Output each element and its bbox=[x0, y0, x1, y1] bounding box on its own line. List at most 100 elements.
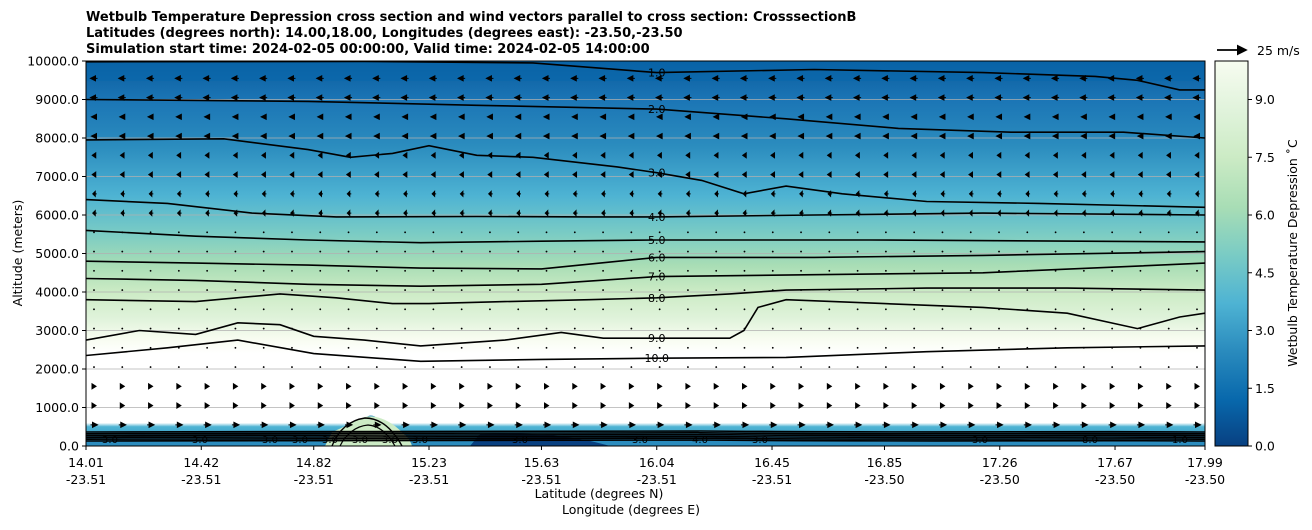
wind-vector bbox=[826, 382, 833, 390]
wind-vector bbox=[1082, 250, 1085, 253]
wind-vector bbox=[92, 209, 97, 217]
wind-vector bbox=[457, 94, 466, 101]
contour-label-1: 1.0 bbox=[648, 67, 666, 80]
wind-vector bbox=[145, 94, 155, 101]
wind-vector bbox=[430, 382, 437, 390]
wind-vector bbox=[883, 190, 889, 198]
x-axis-label-latitude: Latitude (degrees N) bbox=[535, 486, 664, 501]
wind-vector bbox=[941, 269, 944, 272]
wind-vector bbox=[147, 151, 153, 159]
wind-vector bbox=[1166, 171, 1171, 179]
wind-vector bbox=[1137, 402, 1144, 409]
y-tick-label: 10000.0 bbox=[27, 54, 79, 69]
wind-vector bbox=[149, 269, 152, 272]
title-line-2: Latitudes (degrees north): 14.00,18.00, … bbox=[86, 26, 683, 41]
wind-vector bbox=[346, 209, 352, 217]
wind-vector bbox=[628, 382, 635, 390]
wind-vector bbox=[572, 209, 578, 217]
surface-contour-line bbox=[86, 437, 1205, 440]
wind-vector bbox=[147, 421, 156, 429]
wind-vector bbox=[968, 171, 973, 179]
wind-vector bbox=[206, 327, 209, 330]
wind-vector bbox=[432, 366, 435, 368]
wind-vector bbox=[545, 231, 548, 234]
wind-vector bbox=[375, 289, 378, 291]
wind-vector bbox=[205, 209, 210, 217]
wind-vector bbox=[517, 327, 520, 330]
wind-vector bbox=[1023, 132, 1031, 140]
colorbar-tick-label: 3.0 bbox=[1255, 323, 1275, 338]
wind-vector bbox=[658, 327, 661, 330]
wind-vector bbox=[543, 151, 549, 159]
wind-vector bbox=[796, 75, 805, 82]
wind-vector bbox=[655, 75, 664, 82]
wind-vector bbox=[234, 269, 237, 272]
wind-vector bbox=[630, 289, 633, 291]
wind-vector bbox=[404, 250, 407, 253]
contour-line-2 bbox=[86, 98, 1205, 139]
wind-vector bbox=[458, 113, 465, 121]
wind-vector bbox=[119, 151, 125, 159]
wind-vector bbox=[741, 151, 747, 159]
wind-vector bbox=[740, 421, 750, 429]
wind-vector bbox=[206, 269, 209, 272]
wind-vector bbox=[148, 382, 154, 390]
contour-line-3 bbox=[86, 137, 1205, 209]
wind-vector bbox=[1082, 366, 1085, 368]
wind-vector bbox=[149, 289, 152, 291]
wind-vector bbox=[715, 346, 718, 349]
wind-vector bbox=[996, 402, 1002, 409]
contour-label-10: 10.0 bbox=[644, 352, 669, 365]
wind-vector bbox=[909, 94, 918, 101]
wind-vector bbox=[573, 327, 576, 330]
wind-vector bbox=[770, 171, 776, 179]
wind-vector bbox=[372, 94, 381, 101]
wind-vector bbox=[517, 250, 520, 253]
wind-vector bbox=[345, 421, 354, 429]
wind-vector bbox=[600, 151, 606, 159]
wind-vector bbox=[630, 327, 633, 330]
wind-vector bbox=[93, 308, 95, 311]
contour-line-6 bbox=[86, 250, 1205, 270]
wind-vector bbox=[432, 250, 435, 253]
wind-vector bbox=[1109, 171, 1115, 179]
wind-vector bbox=[627, 421, 636, 429]
wind-vector bbox=[404, 327, 407, 330]
wind-vector bbox=[319, 327, 322, 330]
wind-vector bbox=[1109, 151, 1115, 159]
wind-vector bbox=[234, 327, 237, 330]
wind-vector bbox=[856, 366, 859, 368]
wind-vector bbox=[347, 308, 350, 311]
wind-vector bbox=[460, 366, 463, 368]
wind-vector bbox=[290, 190, 295, 198]
wind-vector bbox=[204, 402, 211, 409]
wind-vector bbox=[1026, 231, 1029, 234]
wind-vector bbox=[121, 327, 124, 330]
wind-vector bbox=[287, 94, 296, 101]
wind-vector bbox=[262, 269, 265, 272]
wind-vector bbox=[516, 190, 521, 198]
wind-vector bbox=[855, 402, 861, 409]
wind-vector bbox=[1053, 382, 1059, 390]
wind-vector bbox=[93, 346, 95, 349]
wind-vector bbox=[344, 113, 352, 121]
wind-vector bbox=[800, 346, 802, 349]
wind-vector bbox=[600, 382, 607, 390]
wind-vector bbox=[826, 171, 832, 179]
wind-vector bbox=[1022, 75, 1031, 82]
wind-vector bbox=[1192, 94, 1201, 101]
wind-vector bbox=[600, 171, 606, 179]
wind-vector bbox=[828, 346, 831, 349]
wind-vector bbox=[855, 171, 860, 179]
wind-vector bbox=[743, 231, 746, 234]
wind-vector bbox=[1023, 113, 1031, 121]
wind-vector bbox=[828, 250, 831, 253]
wind-vector bbox=[544, 402, 550, 409]
wind-vector bbox=[459, 382, 465, 390]
x-tick-label-lon: -23.50 bbox=[1185, 472, 1225, 487]
wind-vector bbox=[90, 421, 99, 429]
wind-vector bbox=[882, 132, 889, 140]
wind-vector bbox=[969, 308, 972, 311]
wind-vector bbox=[261, 402, 267, 409]
wind-vector bbox=[544, 209, 550, 217]
